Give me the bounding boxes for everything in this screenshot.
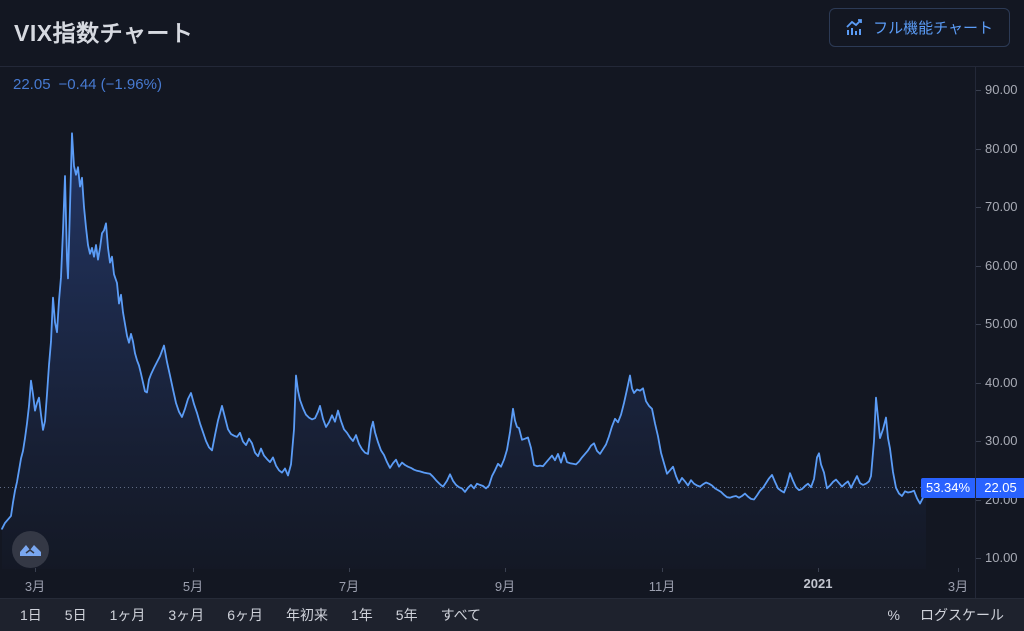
range-button-1日[interactable]: 1日 — [20, 607, 42, 623]
vix-line-chart — [0, 132, 975, 569]
range-button-6ヶ月[interactable]: 6ヶ月 — [227, 607, 263, 623]
bottom-toolbar: 1日 5日 1ヶ月 3ヶ月 6ヶ月 年初来 1年 5年 すべて % ログスケール — [0, 598, 1024, 631]
x-axis-label: 5月 — [182, 579, 204, 594]
price-percent-badge: 53.34% — [921, 477, 975, 498]
full-feature-chart-button[interactable]: フル機能チャート — [829, 8, 1010, 47]
y-axis-label: 90.00 — [976, 82, 1018, 97]
axis-separator — [975, 568, 976, 598]
legend-change: −0.44 (−1.96%) — [58, 76, 162, 93]
x-axis-label: 3月 — [947, 579, 969, 594]
x-axis-label: 9月 — [494, 579, 516, 594]
chart-pane[interactable]: 22.05 −0.44 (−1.96%) 53.34% — [0, 67, 975, 569]
x-axis-tick — [958, 568, 959, 572]
range-button-1年[interactable]: 1年 — [350, 607, 373, 623]
y-axis[interactable]: 22.05 90.00 80.00 70.00 60.00 50.00 40.00 30.0… — [975, 67, 1024, 569]
mountain-chart-icon — [20, 545, 41, 556]
x-axis-tick — [662, 568, 663, 572]
range-buttons: 1日 5日 1ヶ月 3ヶ月 6ヶ月 年初来 1年 5年 すべて — [12, 601, 489, 629]
y-axis-label: 70.00 — [976, 199, 1018, 214]
chart-icon — [846, 19, 865, 36]
range-button-5年[interactable]: 5年 — [395, 607, 418, 623]
scale-controls: % ログスケール — [880, 601, 1012, 629]
range-button-1ヶ月[interactable]: 1ヶ月 — [109, 607, 146, 623]
y-axis-label: 80.00 — [976, 140, 1018, 156]
x-axis-tick — [349, 568, 350, 572]
x-axis-label: 3月 — [24, 579, 46, 594]
log-scale-toggle[interactable]: ログスケール — [920, 607, 1004, 623]
x-axis-label: 7月 — [338, 579, 360, 594]
percent-scale-toggle[interactable]: % — [887, 607, 900, 623]
legend-price: 22.05 — [13, 76, 51, 93]
x-axis-tick — [193, 568, 194, 572]
tradingview-logo[interactable] — [12, 531, 49, 568]
y-axis-label: 40.00 — [976, 374, 1018, 390]
y-axis-label: 50.00 — [976, 316, 1018, 331]
y-axis-label: 30.00 — [976, 433, 1018, 448]
page-title: VIX指数チャート — [14, 20, 194, 46]
x-axis-tick — [35, 568, 36, 572]
chart-legend: 22.05 −0.44 (−1.96%) — [13, 76, 162, 93]
y-axis-label: 10.00 — [976, 550, 1018, 565]
range-button-3ヶ月[interactable]: 3ヶ月 — [168, 607, 205, 623]
x-axis-tick — [818, 568, 819, 572]
x-axis-tick — [505, 568, 506, 572]
x-axis-label: 2021 — [803, 576, 833, 591]
range-button-5日[interactable]: 5日 — [64, 607, 87, 623]
current-price-badge: 22.05 — [976, 477, 1024, 498]
y-axis-label: 60.00 — [976, 257, 1018, 273]
range-button-すべて[interactable]: すべて — [440, 607, 482, 623]
range-button-年初来[interactable]: 年初来 — [285, 607, 328, 623]
chart-area: 22.05 −0.44 (−1.96%) 53.34% 22.05 90.00 80… — [0, 66, 1024, 569]
header: VIX指数チャート フル機能チャート — [0, 0, 1024, 66]
full-feature-chart-label: フル機能チャート — [873, 20, 993, 37]
x-axis[interactable]: 3月 5月 7月 9月 11月 2021 3月 — [0, 568, 1024, 598]
x-axis-label: 11月 — [648, 579, 676, 594]
